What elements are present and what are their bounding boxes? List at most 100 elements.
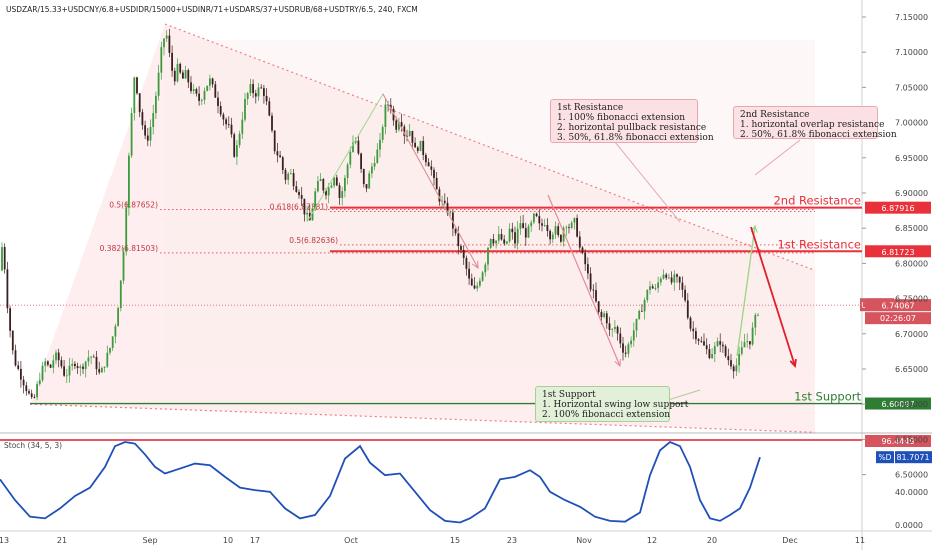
- y-tick-label: 6.65000: [895, 365, 928, 374]
- candle-body: [371, 166, 373, 174]
- candle-body: [584, 252, 587, 265]
- candle-body: [65, 375, 68, 377]
- stoch-d-value: 81.7071: [896, 453, 929, 462]
- candle-body: [360, 153, 362, 170]
- level-price-label: 6.60097: [881, 400, 914, 409]
- candle-body: [711, 354, 713, 359]
- annotation-1st-resistance: 1st Resistance 1. 100% fibonacci extensi…: [550, 99, 714, 143]
- candle-body: [290, 173, 292, 174]
- candle-body: [60, 360, 63, 367]
- level-name: 2nd Resistance: [773, 194, 861, 208]
- candle-body: [538, 216, 541, 224]
- candle-body: [419, 140, 422, 151]
- candle-body: [152, 113, 155, 128]
- candle-body: [465, 258, 468, 269]
- y-tick-label: 6.55000: [895, 435, 928, 444]
- candle-body: [697, 339, 700, 341]
- candle-body: [279, 155, 281, 158]
- fib-label: 0.618(6.87381): [270, 202, 328, 211]
- candle-body: [492, 238, 495, 244]
- candle-body: [176, 63, 179, 82]
- candle-body: [624, 352, 627, 354]
- callout-pointer: [754, 139, 801, 176]
- candle-body: [740, 347, 743, 354]
- candle-body: [603, 313, 605, 318]
- candle-body: [608, 323, 611, 330]
- candle-body: [751, 327, 754, 345]
- candle-body: [506, 241, 508, 244]
- y-tick-label: 6.95000: [895, 154, 928, 163]
- candle-body: [298, 191, 300, 196]
- candle-body: [600, 312, 603, 318]
- candle-body: [136, 77, 138, 94]
- candle-body: [700, 340, 703, 342]
- candle-body: [595, 290, 597, 302]
- y-tick-label: 6.90000: [895, 189, 928, 198]
- candle-body: [754, 314, 757, 328]
- x-tick-label: Nov: [576, 536, 592, 545]
- candle-body: [1, 247, 3, 271]
- callout-pointer: [667, 389, 701, 401]
- candle-body: [692, 328, 695, 332]
- candle-body: [689, 317, 692, 329]
- candle-body: [576, 218, 578, 237]
- candle-body: [90, 356, 92, 358]
- candle-body: [179, 63, 182, 73]
- candle-body: [411, 130, 414, 143]
- candle-body: [28, 391, 30, 394]
- candle-body: [82, 366, 84, 369]
- candle-body: [144, 125, 146, 136]
- candle-body: [276, 151, 279, 156]
- candle-body: [379, 139, 381, 150]
- candle-body: [63, 366, 65, 376]
- candle-body: [246, 93, 249, 100]
- candle-body: [484, 264, 487, 273]
- stoch-d-line: [0, 440, 761, 524]
- candle-body: [638, 310, 641, 319]
- y-tick-label: 6.75000: [895, 295, 928, 304]
- candle-body: [632, 330, 635, 341]
- candle-body: [368, 173, 371, 189]
- candle-body: [211, 78, 214, 85]
- price-axis: 7.15000 7.10000 7.05000 7.00000 6.95000 6.900…: [862, 13, 928, 480]
- candle-body: [381, 127, 384, 140]
- candle-body: [9, 308, 11, 331]
- current-price-label: 6.74067: [881, 302, 914, 311]
- candle-body: [49, 364, 52, 368]
- candle-body: [14, 350, 17, 366]
- candle-body: [713, 346, 716, 355]
- candle-body: [684, 289, 686, 301]
- candle-body: [25, 385, 28, 392]
- candle-body: [335, 177, 338, 186]
- candle-body: [722, 344, 724, 347]
- candle-body: [317, 181, 319, 192]
- candle-body: [373, 163, 376, 167]
- annotation-line: 2. horizontal pullback resistance: [557, 123, 707, 133]
- candle-body: [254, 93, 257, 97]
- candle-body: [344, 177, 346, 192]
- time-axis: 13 21 Sep 10 17 Oct 15 23 Nov 12 20 Dec 11: [0, 536, 865, 545]
- x-tick-label: 21: [57, 536, 67, 545]
- candle-body: [157, 72, 160, 96]
- candle-body: [443, 200, 446, 203]
- candle-body: [52, 360, 55, 368]
- annotation-line: 1. horizontal overlap resistance: [740, 120, 885, 130]
- candle-body: [303, 198, 306, 215]
- candle-body: [260, 87, 263, 89]
- fib-label: 0.5(6.87652): [109, 201, 158, 210]
- candle-body: [160, 47, 163, 73]
- candle-body: [338, 185, 341, 198]
- candle-body: [119, 280, 122, 309]
- candle-body: [568, 227, 570, 229]
- candle-body: [724, 346, 727, 357]
- candle-body: [476, 285, 479, 289]
- candle-body: [98, 369, 101, 373]
- candle-body: [233, 134, 236, 157]
- candle-body: [554, 226, 557, 235]
- candle-body: [230, 124, 233, 135]
- candle-body: [92, 356, 95, 358]
- candle-body: [457, 233, 460, 247]
- candle-body: [341, 191, 344, 198]
